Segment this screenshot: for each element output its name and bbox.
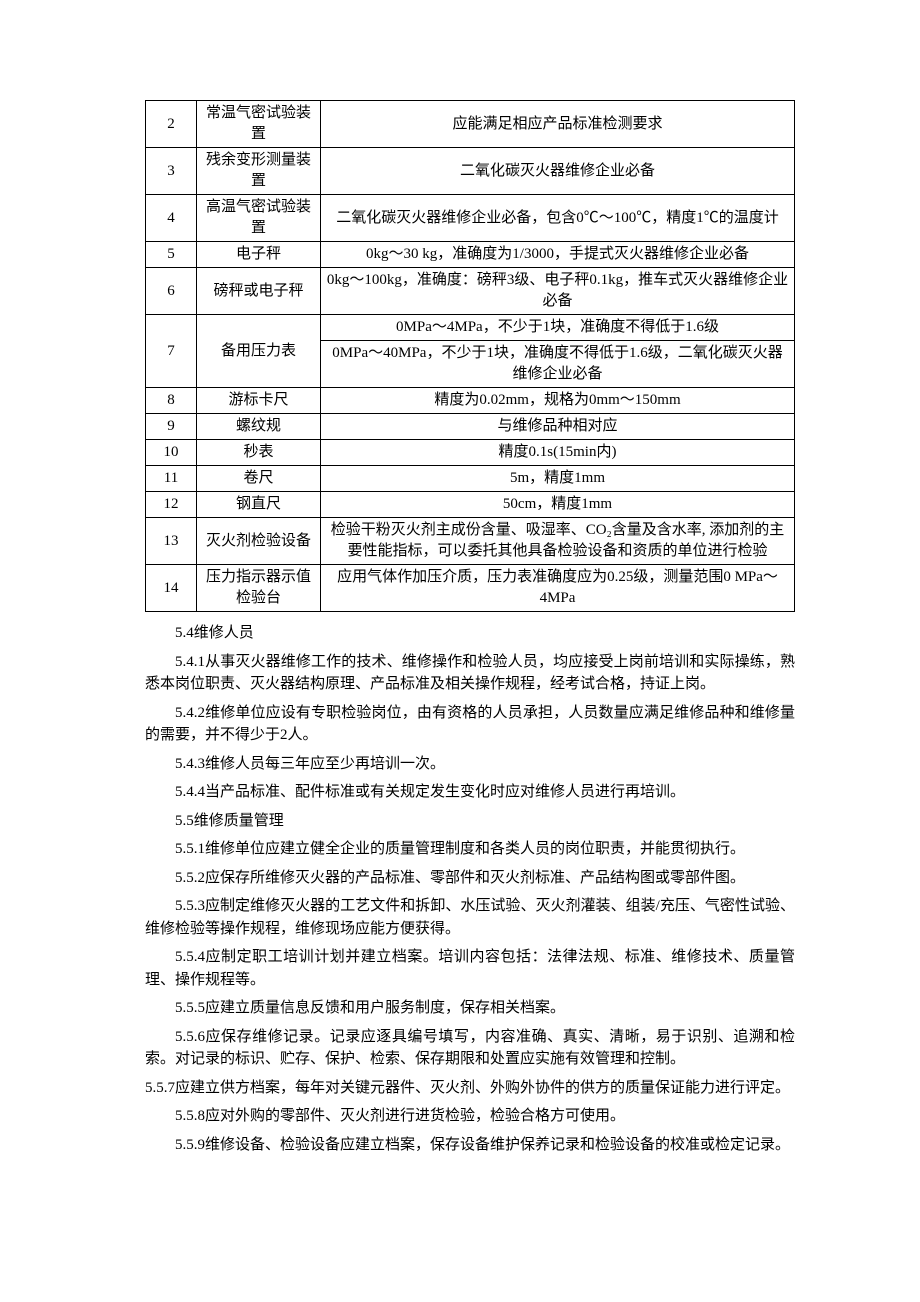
table-row: 7备用压力表0MPa～4MPa，不少于1块，准确度不得低于1.6级 bbox=[146, 315, 795, 341]
cell-desc: 应用气体作加压介质，压力表准确度应为0.25级，测量范围0 MPa～4MPa bbox=[321, 565, 795, 612]
para-5-5-3: 5.5.3应制定维修灭火器的工艺文件和拆卸、水压试验、灭火剂灌装、组装/充压、气… bbox=[145, 895, 795, 940]
para-5-5-7: 5.5.7应建立供方档案，每年对关键元器件、灭火剂、外购外协件的供方的质量保证能… bbox=[145, 1077, 795, 1100]
cell-name: 压力指示器示值检验台 bbox=[197, 565, 321, 612]
para-5-5-9: 5.5.9维修设备、检验设备应建立档案，保存设备维护保养记录和检验设备的校准或检… bbox=[145, 1134, 795, 1157]
cell-num: 9 bbox=[146, 414, 197, 440]
table-row: 12钢直尺50cm，精度1mm bbox=[146, 492, 795, 518]
cell-desc: 二氧化碳灭火器维修企业必备，包含0℃～100℃，精度1℃的温度计 bbox=[321, 195, 795, 242]
cell-num: 10 bbox=[146, 440, 197, 466]
table-row: 8游标卡尺精度为0.02mm，规格为0mm～150mm bbox=[146, 388, 795, 414]
cell-desc: 5m，精度1mm bbox=[321, 466, 795, 492]
table-row: 10秒表精度0.1s(15min内) bbox=[146, 440, 795, 466]
para-5-4-3: 5.4.3维修人员每三年应至少再培训一次。 bbox=[145, 753, 795, 776]
table-row: 2常温气密试验装置应能满足相应产品标准检测要求 bbox=[146, 101, 795, 148]
cell-name: 卷尺 bbox=[197, 466, 321, 492]
cell-num: 12 bbox=[146, 492, 197, 518]
para-5-4: 5.4维修人员 bbox=[145, 622, 795, 645]
para-5-5-8: 5.5.8应对外购的零部件、灭火剂进行进货检验，检验合格方可使用。 bbox=[145, 1105, 795, 1128]
cell-num: 6 bbox=[146, 268, 197, 315]
cell-num: 4 bbox=[146, 195, 197, 242]
cell-desc: 50cm，精度1mm bbox=[321, 492, 795, 518]
cell-name: 常温气密试验装置 bbox=[197, 101, 321, 148]
table-row: 9螺纹规与维修品种相对应 bbox=[146, 414, 795, 440]
table-row: 6磅秤或电子秤0kg～100kg，准确度：磅秤3级、电子秤0.1kg，推车式灭火… bbox=[146, 268, 795, 315]
para-5-5-2: 5.5.2应保存所维修灭火器的产品标准、零部件和灭火剂标准、产品结构图或零部件图… bbox=[145, 867, 795, 890]
cell-num: 8 bbox=[146, 388, 197, 414]
cell-name: 残余变形测量装置 bbox=[197, 148, 321, 195]
table-row: 5电子秤0kg～30 kg，准确度为1/3000，手提式灭火器维修企业必备 bbox=[146, 242, 795, 268]
cell-desc: 二氧化碳灭火器维修企业必备 bbox=[321, 148, 795, 195]
cell-name: 电子秤 bbox=[197, 242, 321, 268]
para-5-5-5: 5.5.5应建立质量信息反馈和用户服务制度，保存相关档案。 bbox=[145, 997, 795, 1020]
cell-name: 钢直尺 bbox=[197, 492, 321, 518]
cell-desc: 0MPa～40MPa，不少于1块，准确度不得低于1.6级，二氧化碳灭火器维修企业… bbox=[321, 341, 795, 388]
cell-num: 7 bbox=[146, 315, 197, 388]
cell-num: 13 bbox=[146, 518, 197, 565]
cell-desc: 精度为0.02mm，规格为0mm～150mm bbox=[321, 388, 795, 414]
cell-name: 秒表 bbox=[197, 440, 321, 466]
table-row: 3残余变形测量装置二氧化碳灭火器维修企业必备 bbox=[146, 148, 795, 195]
para-5-5-4: 5.5.4应制定职工培训计划并建立档案。培训内容包括：法律法规、标准、维修技术、… bbox=[145, 946, 795, 991]
para-5-4-1: 5.4.1从事灭火器维修工作的技术、维修操作和检验人员，均应接受上岗前培训和实际… bbox=[145, 651, 795, 696]
cell-desc: 0kg～100kg，准确度：磅秤3级、电子秤0.1kg，推车式灭火器维修企业必备 bbox=[321, 268, 795, 315]
cell-name: 螺纹规 bbox=[197, 414, 321, 440]
cell-desc: 0MPa～4MPa，不少于1块，准确度不得低于1.6级 bbox=[321, 315, 795, 341]
cell-num: 11 bbox=[146, 466, 197, 492]
equipment-table: 2常温气密试验装置应能满足相应产品标准检测要求3残余变形测量装置二氧化碳灭火器维… bbox=[145, 100, 795, 612]
cell-desc: 精度0.1s(15min内) bbox=[321, 440, 795, 466]
cell-num: 3 bbox=[146, 148, 197, 195]
table-row: 14压力指示器示值检验台应用气体作加压介质，压力表准确度应为0.25级，测量范围… bbox=[146, 565, 795, 612]
cell-desc: 0kg～30 kg，准确度为1/3000，手提式灭火器维修企业必备 bbox=[321, 242, 795, 268]
para-5-4-4: 5.4.4当产品标准、配件标准或有关规定发生变化时应对维修人员进行再培训。 bbox=[145, 781, 795, 804]
cell-desc: 与维修品种相对应 bbox=[321, 414, 795, 440]
cell-name: 磅秤或电子秤 bbox=[197, 268, 321, 315]
table-row: 13灭火剂检验设备检验干粉灭火剂主成份含量、吸湿率、CO₂含量及含水率, 添加剂… bbox=[146, 518, 795, 565]
cell-name: 游标卡尺 bbox=[197, 388, 321, 414]
cell-name: 灭火剂检验设备 bbox=[197, 518, 321, 565]
cell-name: 高温气密试验装置 bbox=[197, 195, 321, 242]
table-row: 11卷尺5m，精度1mm bbox=[146, 466, 795, 492]
table-row: 4高温气密试验装置二氧化碳灭火器维修企业必备，包含0℃～100℃，精度1℃的温度… bbox=[146, 195, 795, 242]
para-5-5-1: 5.5.1维修单位应建立健全企业的质量管理制度和各类人员的岗位职责，并能贯彻执行… bbox=[145, 838, 795, 861]
cell-desc: 应能满足相应产品标准检测要求 bbox=[321, 101, 795, 148]
cell-num: 14 bbox=[146, 565, 197, 612]
cell-num: 5 bbox=[146, 242, 197, 268]
cell-name: 备用压力表 bbox=[197, 315, 321, 388]
para-5-5-6: 5.5.6应保存维修记录。记录应逐具编号填写，内容准确、真实、清晰，易于识别、追… bbox=[145, 1026, 795, 1071]
cell-desc: 检验干粉灭火剂主成份含量、吸湿率、CO₂含量及含水率, 添加剂的主要性能指标，可… bbox=[321, 518, 795, 565]
para-5-5: 5.5维修质量管理 bbox=[145, 810, 795, 833]
cell-num: 2 bbox=[146, 101, 197, 148]
para-5-4-2: 5.4.2维修单位应设有专职检验岗位，由有资格的人员承担，人员数量应满足维修品种… bbox=[145, 702, 795, 747]
